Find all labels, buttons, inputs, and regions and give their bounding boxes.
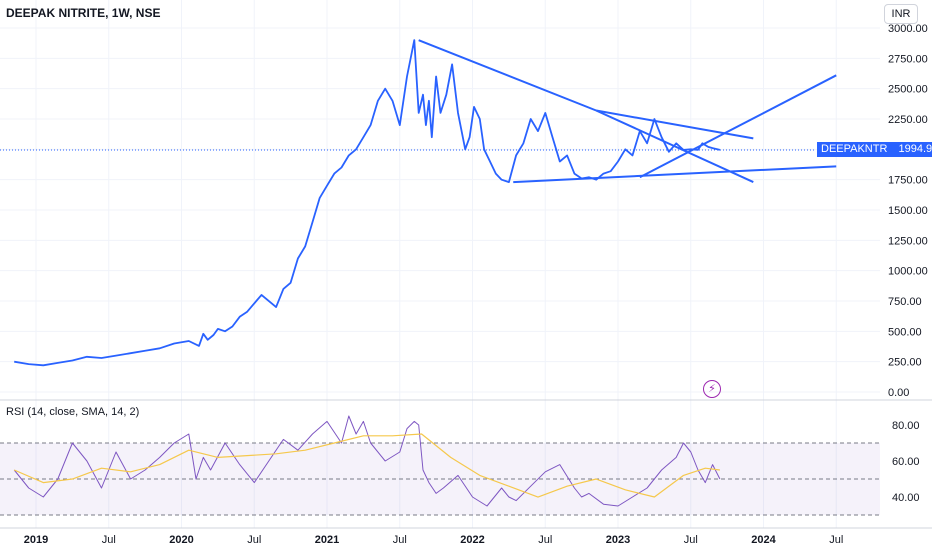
x-tick-label: 2024 <box>751 534 776 546</box>
trendline <box>596 109 754 140</box>
x-tick-label: Jul <box>102 534 116 546</box>
x-tick-label: 2019 <box>24 534 48 546</box>
rsi-title: RSI (14, close, SMA, 14, 2) <box>6 406 140 418</box>
y-tick-label: 2750.00 <box>888 53 928 65</box>
rsi-sma-line <box>13 433 720 498</box>
rsi-line <box>13 415 721 507</box>
y-tick-label: 1500.00 <box>888 205 928 217</box>
x-tick-label: 2023 <box>606 534 630 546</box>
y-tick-label: 500.00 <box>888 326 922 338</box>
price-tag-symbol: DEEPAKNTR <box>821 143 888 156</box>
y-tick-label: 1250.00 <box>888 235 928 247</box>
x-tick-label: 2021 <box>315 534 339 546</box>
x-tick-label: Jul <box>829 534 843 546</box>
y-tick-label: 2500.00 <box>888 84 928 96</box>
trendline <box>418 39 597 112</box>
y-tick-label: 2250.00 <box>888 114 928 126</box>
trendline <box>595 109 754 184</box>
x-tick-label: Jul <box>538 534 552 546</box>
x-tick-label: Jul <box>393 534 407 546</box>
rsi-y-tick-label: 40.00 <box>892 492 920 504</box>
lightning-icon[interactable]: ⚡ <box>703 380 721 398</box>
price-series-line <box>14 39 721 367</box>
price-tag: DEEPAKNTR 1994.95 <box>817 142 932 158</box>
chart-title: DEEPAK NITRITE, 1W, NSE <box>6 6 161 20</box>
y-tick-label: 3000.00 <box>888 23 928 35</box>
x-tick-label: Jul <box>684 534 698 546</box>
x-tick-label: 2020 <box>169 534 193 546</box>
y-tick-label: 1000.00 <box>888 266 928 278</box>
y-tick-label: 750.00 <box>888 296 922 308</box>
currency-selector[interactable]: INR <box>884 4 918 24</box>
price-tag-value: 1994.95 <box>898 143 932 156</box>
x-tick-label: Jul <box>247 534 261 546</box>
rsi-y-tick-label: 80.00 <box>892 420 920 432</box>
y-tick-label: 1750.00 <box>888 175 928 187</box>
y-tick-label: 0.00 <box>888 387 909 399</box>
x-tick-label: 2022 <box>460 534 484 546</box>
y-tick-label: 250.00 <box>888 357 922 369</box>
rsi-band-background <box>0 443 880 515</box>
rsi-y-tick-label: 60.00 <box>892 456 920 468</box>
trendline <box>639 74 837 179</box>
trendline <box>513 165 837 184</box>
